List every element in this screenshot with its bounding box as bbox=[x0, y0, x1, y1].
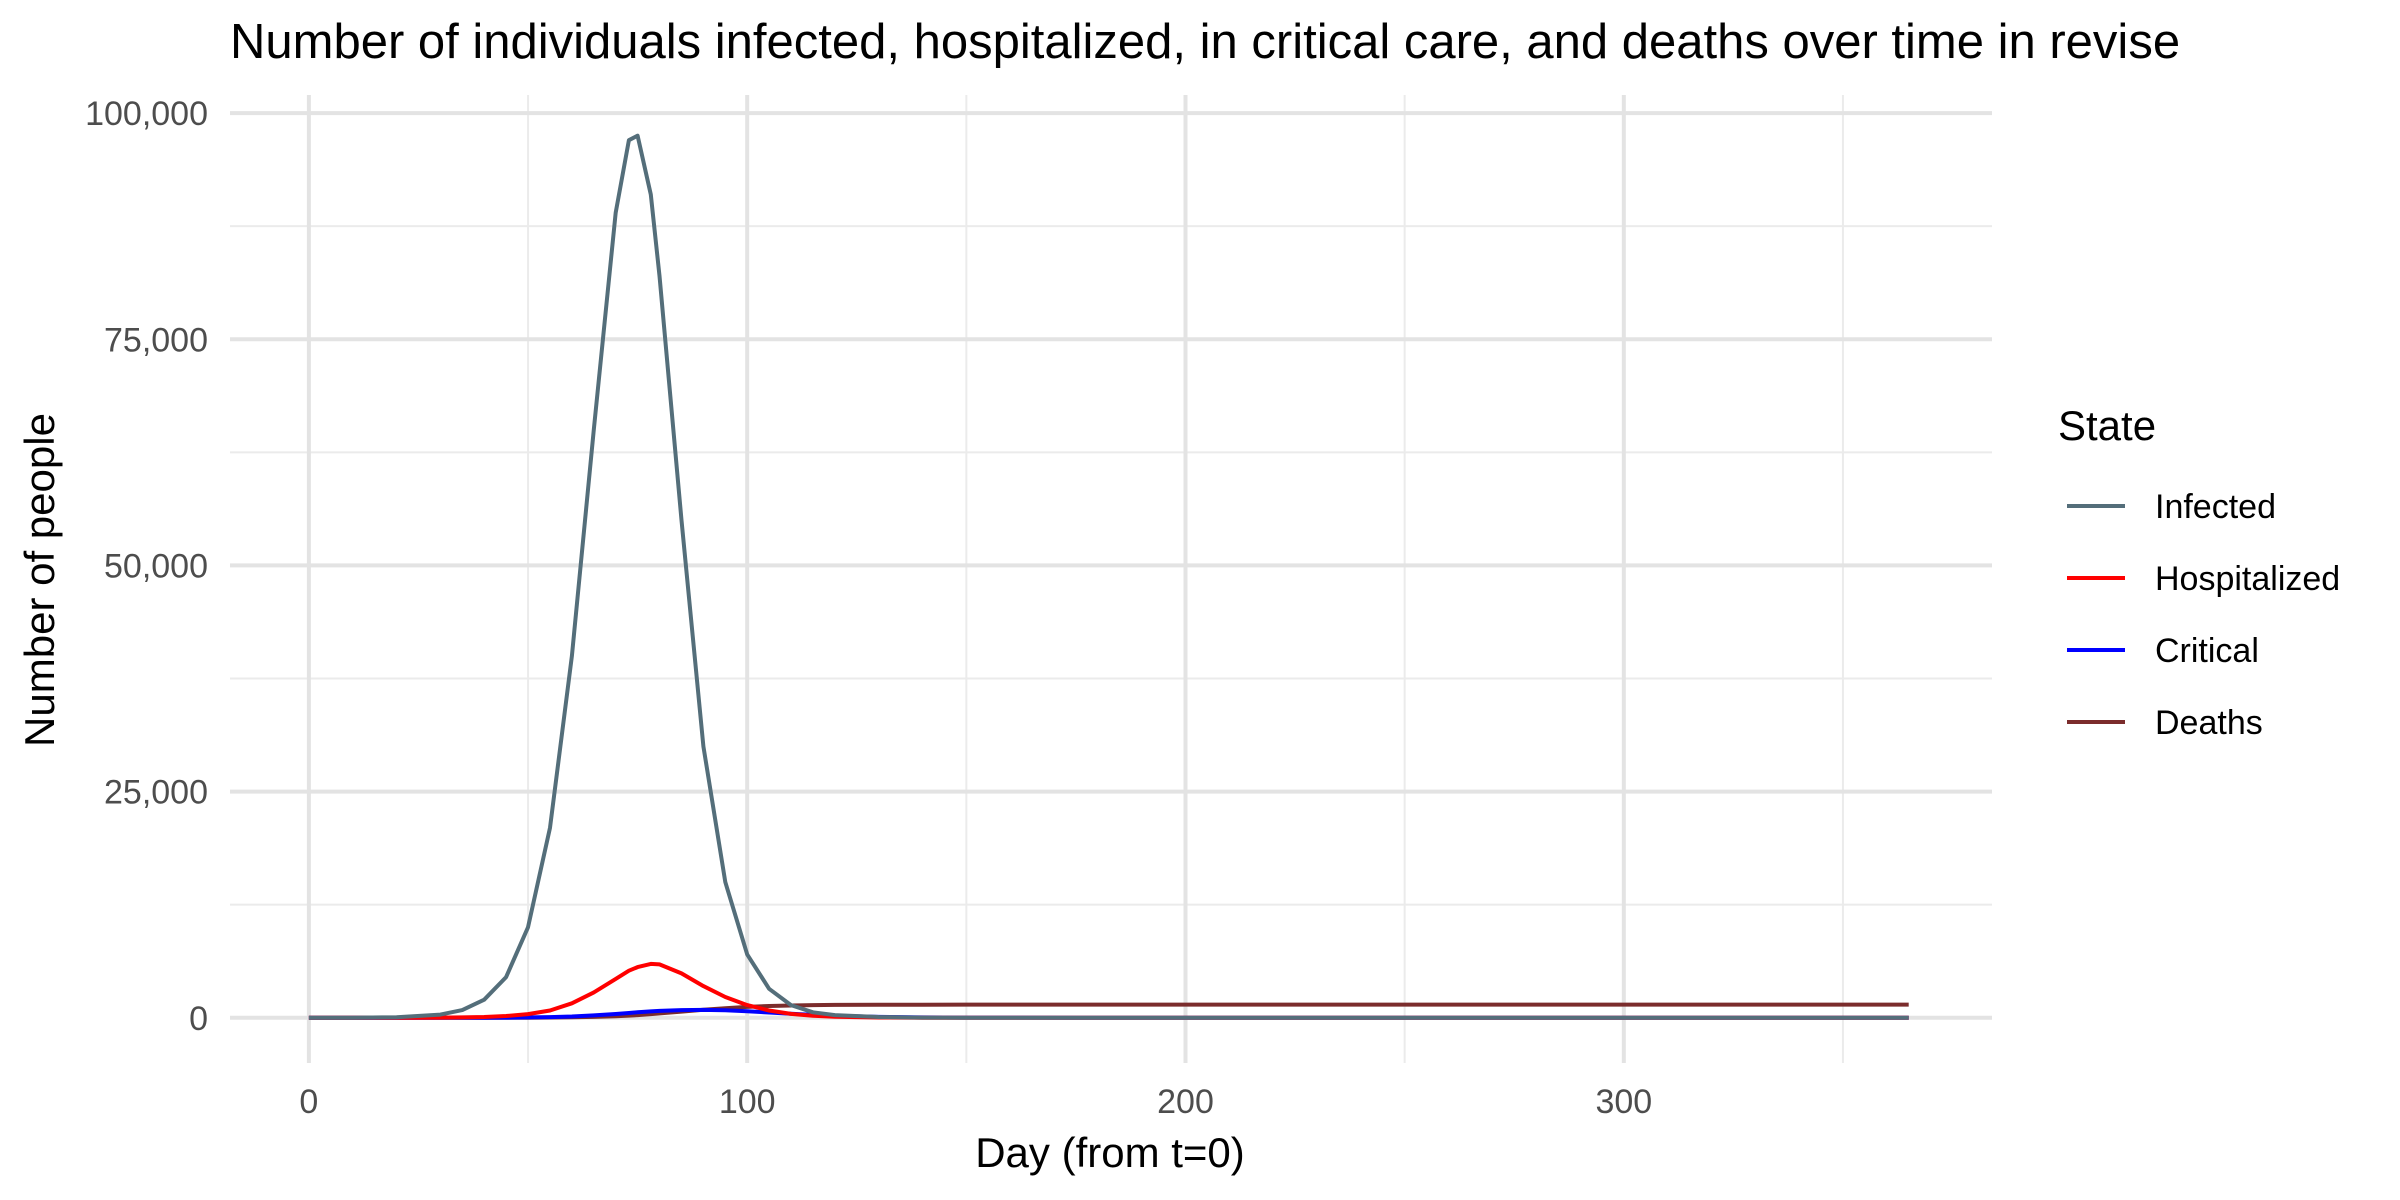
x-axis-tick-labels: 0 100 200 300 bbox=[299, 1083, 1652, 1121]
y-tick-label: 75,000 bbox=[104, 321, 208, 359]
x-tick-label: 300 bbox=[1595, 1083, 1652, 1121]
x-tick-label: 200 bbox=[1157, 1083, 1214, 1121]
x-tick-label: 100 bbox=[719, 1083, 776, 1121]
minor-gridlines bbox=[230, 95, 1992, 1063]
y-tick-label: 100,000 bbox=[85, 95, 208, 133]
legend-label-hospitalized: Hospitalized bbox=[2155, 560, 2340, 598]
legend-label-infected: Infected bbox=[2155, 488, 2276, 526]
legend-label-deaths: Deaths bbox=[2155, 704, 2263, 742]
series-lines bbox=[308, 133, 1909, 1020]
chart-title: Number of individuals infected, hospital… bbox=[230, 15, 2180, 69]
series-line-infected bbox=[308, 133, 1909, 1020]
legend-label-critical: Critical bbox=[2155, 632, 2259, 670]
series-line-hospitalized bbox=[308, 961, 1909, 1020]
y-tick-label: 0 bbox=[189, 1000, 208, 1038]
y-axis-label: Number of people bbox=[16, 413, 63, 747]
x-tick-label: 0 bbox=[299, 1083, 318, 1121]
y-axis-tick-labels: 0 25,000 50,000 75,000 100,000 bbox=[85, 95, 208, 1038]
major-gridlines bbox=[230, 95, 1992, 1063]
legend-items: Infected Hospitalized Critical Deaths bbox=[2067, 488, 2340, 742]
y-tick-label: 25,000 bbox=[104, 774, 208, 812]
legend: State Infected Hospitalized Critical Deaths bbox=[2058, 402, 2340, 742]
y-tick-label: 50,000 bbox=[104, 547, 208, 585]
legend-title: State bbox=[2058, 402, 2156, 449]
x-axis-label: Day (from t=0) bbox=[975, 1129, 1245, 1176]
